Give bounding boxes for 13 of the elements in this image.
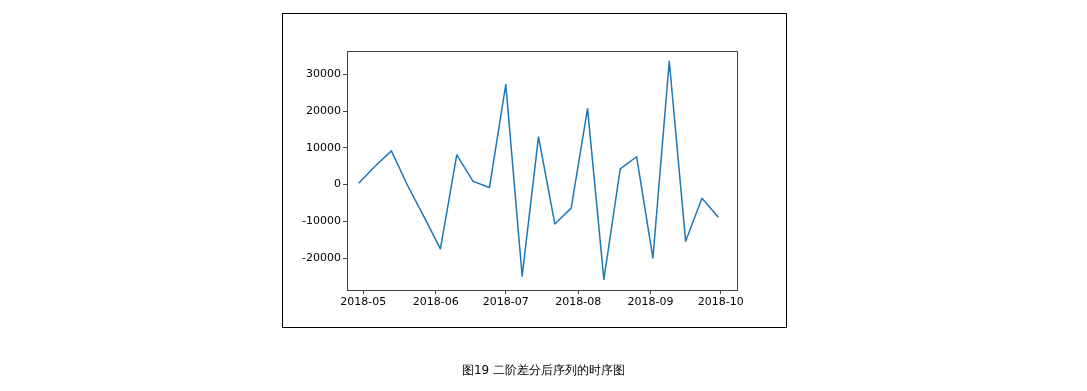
y-tick-label: 10000	[306, 140, 341, 154]
y-tick-label: -20000	[302, 250, 341, 264]
y-tick-label: 20000	[306, 104, 341, 118]
y-tick-label: -10000	[302, 214, 341, 228]
x-tick-label: 2018-10	[697, 295, 744, 309]
x-tick-label: 2018-08	[555, 295, 602, 309]
x-tick-label: 2018-09	[627, 295, 674, 309]
x-tick-label: 2018-05	[340, 295, 387, 309]
caption: 图19 二阶差分后序列的时序图	[460, 362, 627, 379]
x-tick-label: 2018-07	[482, 295, 529, 309]
y-tick-label: 0	[334, 177, 341, 191]
y-tick-label: 30000	[306, 67, 341, 81]
x-tick-label: 2018-06	[412, 295, 459, 309]
